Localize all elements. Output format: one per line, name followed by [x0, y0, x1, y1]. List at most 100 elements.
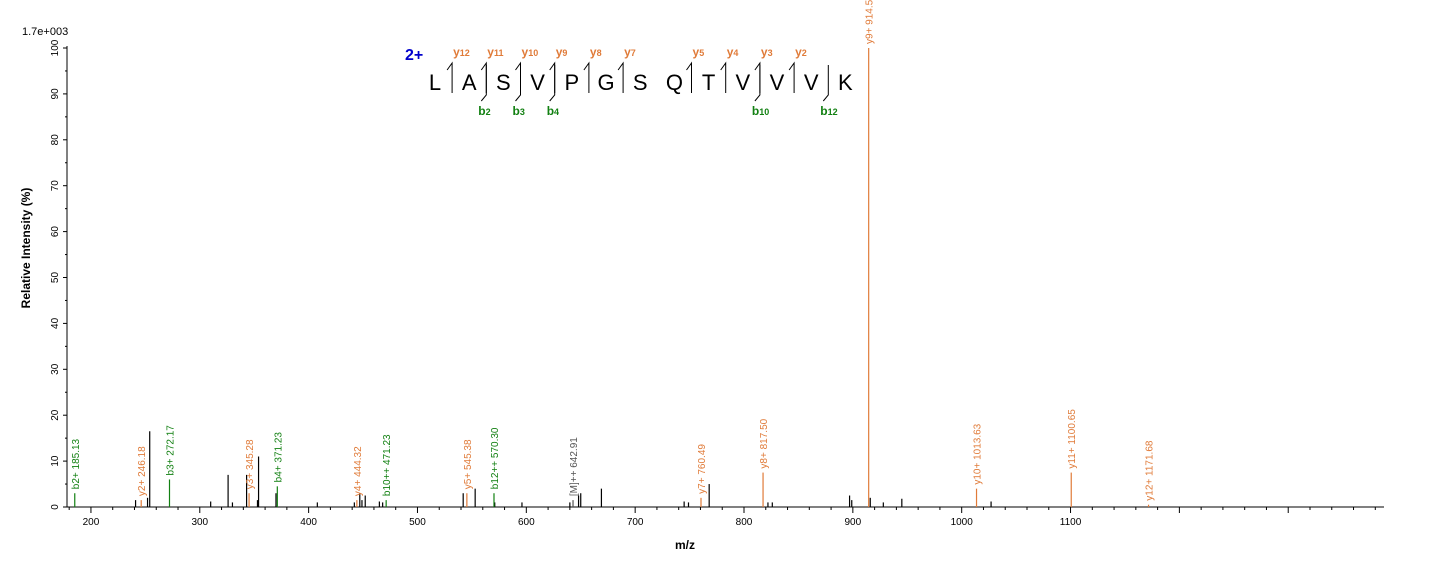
sequence-residue: G — [597, 70, 614, 95]
peak-label: y12+ 1171.68 — [1145, 440, 1156, 501]
y-ion-label: y7 — [624, 45, 636, 59]
y-tick-label: 20 — [50, 409, 61, 421]
b-ion-bracket — [515, 65, 521, 102]
y-ion-number: 5 — [699, 48, 704, 58]
peak-label: b10++ 471.23 — [382, 434, 393, 496]
y-ion-number: 12 — [460, 48, 470, 58]
y-tick-label: 0 — [50, 504, 61, 510]
y-ion-label: y4 — [727, 45, 739, 59]
b-ion-bracket — [754, 65, 761, 102]
b-ion-bracket — [822, 65, 829, 102]
y-ion-bracket — [686, 61, 692, 93]
sequence-residue: T — [702, 70, 715, 95]
b-ion-number: 10 — [759, 107, 769, 117]
y-ion-number: 7 — [631, 48, 636, 58]
y-ion-label: y8 — [590, 45, 602, 59]
peak-label: y8+ 817.50 — [759, 418, 770, 468]
y-tick-label: 70 — [50, 180, 61, 192]
y-ion-number: 2 — [802, 48, 807, 58]
charge-state: 2+ — [405, 47, 423, 64]
b-ion-label: b3 — [513, 104, 525, 118]
y-ion-bracket — [720, 61, 727, 93]
peak-label: b12++ 570.30 — [490, 427, 501, 489]
sequence-residue: V — [804, 70, 819, 95]
b-ion-number: 3 — [520, 107, 525, 117]
b-ion-label: b10 — [752, 104, 769, 118]
y-ion-number: 4 — [733, 48, 738, 58]
x-tick-label: 200 — [83, 517, 100, 528]
b-ion-number: 12 — [828, 107, 838, 117]
y-ion-number: 3 — [768, 48, 773, 58]
peak-label: y9+ 914.55 — [865, 0, 876, 44]
b-ion-bracket — [549, 65, 556, 102]
x-axis: 200 300 400 500 600 700 800 900 1000 1100 — [67, 506, 1384, 528]
y-ion-label: y5 — [693, 45, 705, 59]
peak-labels: [M]++ 642.91 b2+ 185.13 b3+ 272.17 b4+ 371.… — [71, 0, 1156, 501]
y-ion-number: 10 — [528, 48, 538, 58]
sequence-residue: K — [838, 70, 853, 95]
peak-label: b2+ 185.13 — [71, 438, 82, 489]
y-ion-bracket — [583, 61, 590, 93]
y-tick-label: 40 — [50, 317, 61, 329]
peaks — [74, 48, 1150, 507]
peak-label: y2+ 246.18 — [137, 446, 148, 496]
x-tick-label: 1100 — [1060, 517, 1082, 528]
y-ion-number: 11 — [494, 48, 504, 58]
y-tick-label: 10 — [50, 455, 61, 467]
y-tick-label: 30 — [50, 363, 61, 375]
peak-label: y7+ 760.49 — [697, 444, 708, 494]
peak-label: y10+ 1013.63 — [973, 423, 984, 484]
y-tick-label: 100 — [50, 39, 61, 56]
y-tick-label: 50 — [50, 272, 61, 284]
y-ion-label: y11 — [487, 45, 503, 59]
y-ion-number: 8 — [597, 48, 602, 58]
x-axis-title: m/z — [675, 538, 695, 552]
y-ion-bracket — [754, 61, 761, 93]
sequence-residue: A — [462, 70, 477, 95]
intensity-scale-label: 1.7e+003 — [22, 26, 68, 38]
y-axis-title: Relative Intensity (%) — [19, 188, 33, 309]
y-ion-label: y10 — [522, 45, 539, 59]
b-ion-number: 4 — [554, 107, 559, 117]
y-ion-bracket — [446, 61, 453, 93]
sequence-residue: V — [530, 70, 545, 95]
x-tick-label: 900 — [845, 517, 862, 528]
x-tick-label: 800 — [736, 517, 753, 528]
sequence-residue: V — [770, 70, 785, 95]
peak-label: y4+ 444.32 — [353, 446, 364, 496]
y-ion-bracket — [515, 61, 521, 93]
y-ion-bracket — [788, 61, 795, 93]
peak-label: b4+ 371.23 — [273, 432, 284, 483]
sequence-residue: L — [429, 70, 441, 95]
sequence-residue: S — [633, 70, 648, 95]
y-ion-label: y12 — [453, 45, 470, 59]
y-ion-bracket — [480, 61, 487, 93]
x-tick-label: 1000 — [951, 517, 974, 528]
sequence-residue: S — [496, 70, 511, 95]
y-ion-label: y9 — [556, 45, 568, 59]
sequence-residue: V — [735, 70, 750, 95]
x-tick-label: 500 — [409, 517, 426, 528]
peak-label: y5+ 545.38 — [463, 439, 474, 489]
peak-label: y3+ 345.28 — [245, 439, 256, 489]
y-tick-label: 80 — [50, 134, 61, 146]
b-ion-label: b4 — [547, 104, 559, 118]
y-tick-label: 60 — [50, 226, 61, 238]
peak-label: b3+ 272.17 — [165, 425, 176, 476]
x-tick-label: 400 — [300, 517, 317, 528]
y-ion-bracket — [617, 61, 624, 93]
peak-label: y11+ 1100.65 — [1067, 409, 1078, 469]
sequence-residue: Q — [666, 70, 683, 95]
x-tick-label: 600 — [518, 517, 535, 528]
b-ion-bracket — [480, 65, 487, 102]
b-ion-label: b2 — [478, 104, 490, 118]
sequence-residue: P — [564, 70, 579, 95]
y-ion-label: y3 — [761, 45, 773, 59]
x-tick-label: 300 — [191, 517, 208, 528]
y-tick-label: 90 — [50, 88, 61, 100]
y-ion-number: 9 — [562, 48, 567, 58]
b-ion-label: b12 — [820, 104, 837, 118]
y-ion-label: y2 — [795, 45, 807, 59]
